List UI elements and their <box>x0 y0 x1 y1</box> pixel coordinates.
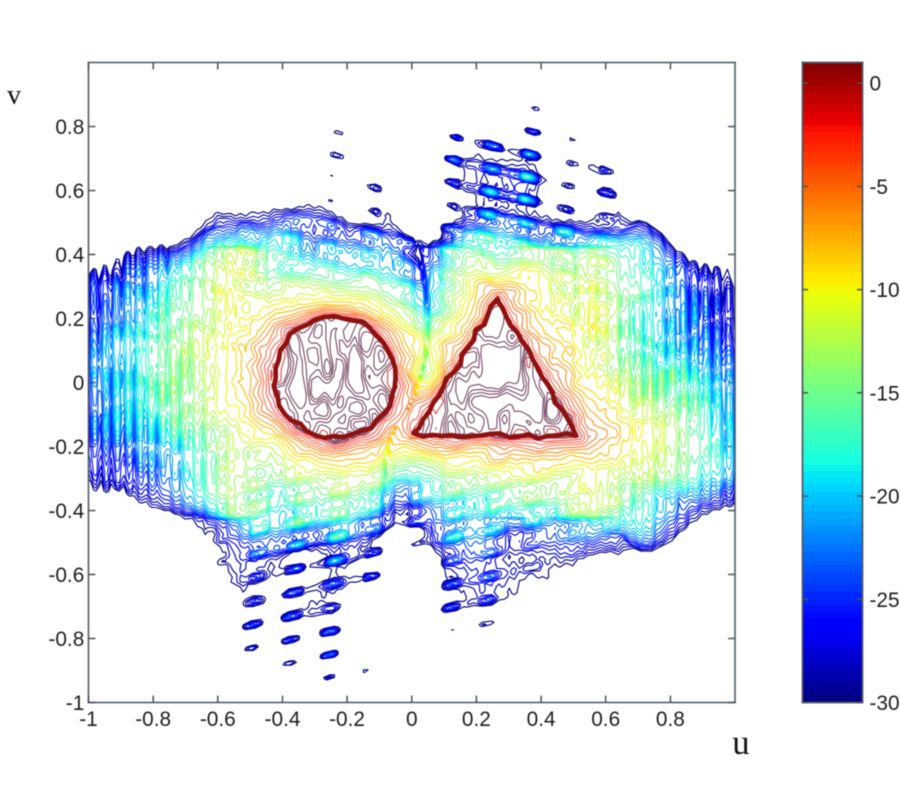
svg-text:-15: -15 <box>869 382 899 405</box>
svg-text:0.2: 0.2 <box>55 308 84 331</box>
svg-text:0: 0 <box>869 73 881 96</box>
svg-text:-5: -5 <box>869 176 888 199</box>
svg-text:0.6: 0.6 <box>591 708 620 731</box>
svg-text:-0.8: -0.8 <box>135 708 171 731</box>
svg-text:v: v <box>7 80 21 111</box>
svg-text:-1: -1 <box>79 708 98 731</box>
svg-text:0.4: 0.4 <box>55 244 84 267</box>
svg-text:-0.2: -0.2 <box>48 436 84 459</box>
svg-text:0.6: 0.6 <box>55 180 84 203</box>
svg-text:0.2: 0.2 <box>462 708 491 731</box>
svg-text:-0.4: -0.4 <box>48 500 84 523</box>
svg-text:u: u <box>732 723 749 762</box>
svg-text:0.8: 0.8 <box>55 116 84 139</box>
svg-text:-0.6: -0.6 <box>200 708 236 731</box>
svg-text:-30: -30 <box>869 692 899 715</box>
svg-text:-0.6: -0.6 <box>48 564 84 587</box>
svg-text:-1: -1 <box>66 692 85 715</box>
svg-text:0: 0 <box>73 372 85 395</box>
svg-text:-25: -25 <box>869 589 899 612</box>
svg-text:-0.2: -0.2 <box>329 708 365 731</box>
svg-text:0.4: 0.4 <box>527 708 556 731</box>
svg-text:-10: -10 <box>869 279 899 302</box>
svg-text:-0.8: -0.8 <box>48 628 84 651</box>
svg-text:-0.4: -0.4 <box>265 708 301 731</box>
svg-text:0.8: 0.8 <box>656 708 685 731</box>
svg-text:0: 0 <box>406 708 418 731</box>
svg-text:-20: -20 <box>869 486 899 509</box>
